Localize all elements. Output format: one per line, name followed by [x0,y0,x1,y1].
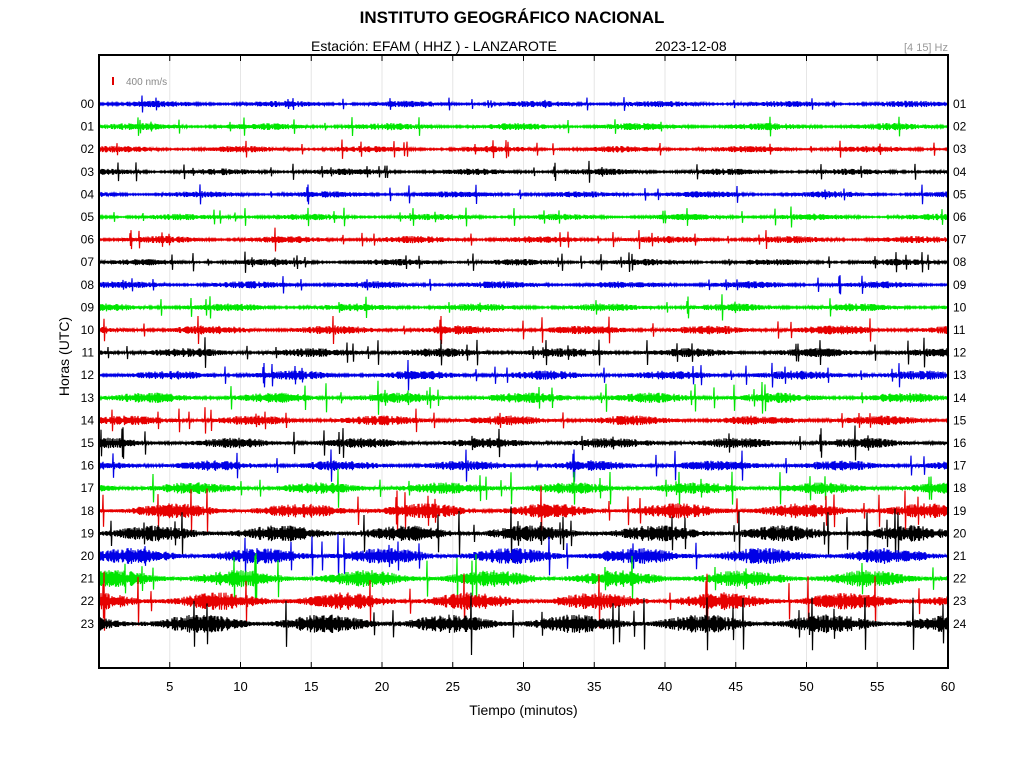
trace-line [98,407,950,434]
trace-line [98,468,950,508]
hour-label-left: 05 [81,210,95,224]
hour-label-left: 03 [81,165,95,179]
x-axis-ticks: 5 10 15 20 25 30 35 40 45 50 55 60 [166,55,955,694]
trace-line [98,227,950,252]
hour-label-right: 12 [953,346,967,360]
x-tick-label: 10 [233,679,247,694]
trace-line [98,275,950,295]
hour-label-left: 11 [82,346,95,360]
trace-line [98,251,949,273]
trace-line [98,337,950,368]
x-tick-label: 20 [375,679,389,694]
hour-label-right: 18 [953,481,967,495]
hour-label-left: 19 [81,526,95,540]
hour-label-left: 07 [81,255,95,269]
date-label: 2023-12-08 [655,38,727,54]
x-tick-label: 50 [799,679,813,694]
hour-label-right: 08 [953,255,967,269]
trace-line [98,184,950,205]
x-tick-label: 35 [587,679,601,694]
hour-label-left: 01 [81,120,95,134]
amplitude-scale: 400 nm/s [112,77,167,88]
x-tick-label: 30 [516,679,530,694]
trace-line [98,380,950,415]
hour-label-right: 11 [953,323,966,337]
chart-title: INSTITUTO GEOGRÁFICO NACIONAL [359,8,665,27]
hour-label-right: 01 [953,97,967,111]
trace-line [98,553,950,605]
hour-label-right: 23 [953,594,967,608]
hour-label-left: 22 [81,594,95,608]
trace-line [98,533,950,579]
hour-label-right: 04 [953,165,967,179]
filter-band-label: [4 15] Hz [903,42,948,54]
hour-label-left: 10 [81,323,95,337]
x-tick-label: 25 [446,679,460,694]
hour-label-right: 20 [953,526,967,540]
hour-label-left: 17 [81,481,95,495]
hour-label-right: 14 [953,391,967,405]
trace-line [98,315,950,345]
hour-label-right: 19 [953,504,967,518]
trace-group [98,95,950,656]
hour-label-right: 07 [953,233,967,247]
scale-label: 400 nm/s [126,77,167,88]
hour-label-right: 09 [953,278,967,292]
hour-label-left: 12 [81,368,95,382]
trace-line [98,294,950,321]
trace-line [98,506,950,561]
hour-label-left: 15 [81,436,95,450]
hour-label-left: 23 [81,617,95,631]
hour-label-right: 15 [953,413,967,427]
trace-line [98,206,950,228]
hour-label-right: 17 [953,459,967,473]
trace-line [98,592,950,656]
station-label: Estación: EFAM ( HHZ ) - LANZAROTE [311,38,557,54]
x-tick-label: 40 [658,679,672,694]
hour-label-left: 18 [81,504,95,518]
trace-line [98,425,950,461]
x-tick-label: 45 [729,679,743,694]
x-tick-label: 60 [941,679,955,694]
hour-label-left: 00 [81,97,95,111]
hour-label-right: 24 [953,617,967,631]
hour-label-right: 03 [953,142,967,156]
hour-label-left: 08 [81,278,95,292]
hour-label-right: 21 [953,549,967,563]
hour-label-left: 13 [81,391,95,405]
trace-line [98,95,950,113]
hour-label-right: 22 [953,572,967,586]
x-tick-label: 55 [870,679,884,694]
trace-line [98,139,950,159]
trace-line [98,449,950,482]
trace-line [98,571,950,631]
hour-label-right: 05 [953,187,967,201]
hour-label-right: 13 [953,368,967,382]
hour-label-left: 06 [81,233,95,247]
hour-label-right: 16 [953,436,967,450]
y-axis-label: Horas (UTC) [56,317,72,396]
hour-label-left: 04 [81,187,95,201]
trace-line [98,116,949,137]
hour-label-right: 10 [953,300,967,314]
trace-line [98,485,950,536]
hour-label-right: 06 [953,210,967,224]
hour-label-left: 16 [81,459,95,473]
hour-label-left: 14 [81,413,95,427]
axis-labels: 00 01 01 02 02 03 03 04 04 05 05 06 06 07 07 08 08 09 09 10… [56,97,967,718]
x-tick-label: 15 [304,679,318,694]
trace-line [98,160,950,183]
hour-label-left: 02 [81,142,95,156]
x-axis-label: Tiempo (minutos) [469,702,577,718]
x-tick-label: 5 [166,679,173,694]
hour-label-left: 20 [81,549,95,563]
trace-line [98,359,950,391]
hour-label-left: 09 [81,300,95,314]
hour-label-left: 21 [81,572,95,586]
hour-label-right: 02 [953,120,967,134]
